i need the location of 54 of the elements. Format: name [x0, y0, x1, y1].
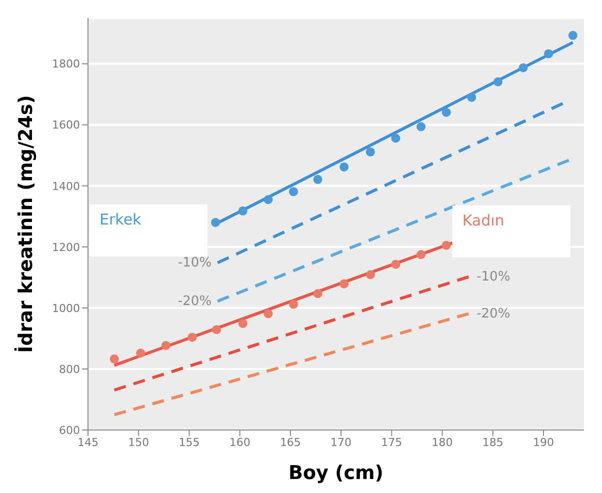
x-tick-label: 175 — [381, 436, 402, 449]
series-label: -20% — [178, 294, 212, 309]
x-tick-label: 190 — [533, 436, 554, 449]
point — [467, 92, 476, 102]
point — [110, 354, 119, 364]
point — [288, 187, 298, 196]
series-label: -10% — [178, 255, 212, 270]
x-tick-label: 150 — [128, 436, 150, 449]
x-tick-label: 170 — [330, 436, 352, 449]
point — [493, 77, 502, 86]
series-label: -10% — [476, 269, 510, 284]
y-tick-label: 1400 — [52, 180, 80, 193]
point — [264, 309, 273, 318]
point — [212, 325, 222, 334]
point — [391, 134, 400, 143]
point — [391, 260, 400, 269]
x-tick-label: 160 — [229, 436, 250, 449]
y-tick-label: 1000 — [52, 302, 80, 315]
x-tick-label: 165 — [280, 436, 301, 449]
y-tick-label: 1800 — [52, 58, 80, 71]
text: Erkek — [100, 210, 142, 228]
point — [313, 289, 322, 298]
x-tick-label: 180 — [432, 436, 453, 449]
point — [544, 49, 554, 58]
x-axis-title: Boy (cm) — [288, 462, 384, 484]
y-tick-label: 800 — [59, 362, 80, 376]
point — [416, 122, 426, 132]
point — [366, 147, 375, 156]
point — [416, 250, 426, 260]
series-label: Kadın — [462, 211, 504, 230]
point — [238, 206, 248, 216]
point — [340, 279, 349, 288]
point — [442, 240, 451, 250]
point — [366, 270, 375, 280]
y-tick-label: 600 — [59, 424, 80, 437]
series-label: -20% — [476, 306, 510, 322]
point — [136, 348, 146, 358]
point — [211, 218, 220, 227]
point — [568, 30, 578, 40]
point — [442, 108, 451, 117]
point — [518, 63, 528, 72]
y-tick-label: 1600 — [52, 118, 80, 132]
y-axis-title: İdrar kreatinin (mg/24s) — [14, 95, 37, 353]
point — [313, 174, 322, 184]
x-tick-label: 155 — [178, 436, 200, 449]
x-tick-label: 185 — [482, 436, 504, 449]
x-tick-label: 145 — [78, 436, 98, 449]
point — [238, 318, 248, 328]
y-tick-label: 1200 — [52, 240, 80, 254]
point — [188, 332, 197, 342]
point — [340, 162, 349, 172]
point — [161, 340, 170, 350]
point — [264, 195, 273, 204]
point — [288, 300, 298, 309]
